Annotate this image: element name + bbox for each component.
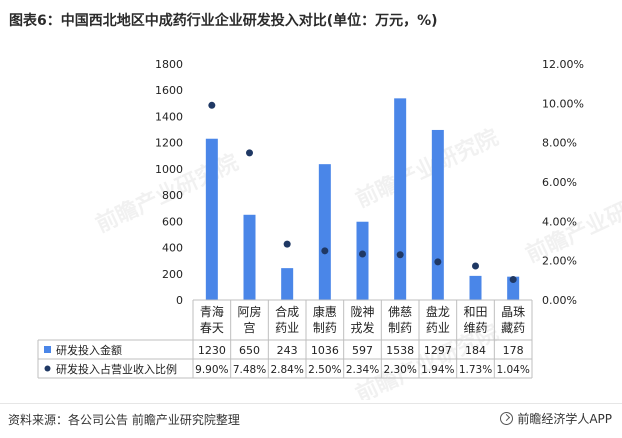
bar [356,221,369,300]
watermark-text: 前瞻产业研究院 [352,124,503,213]
bar [394,98,407,301]
ratio-value-label: 1.94% [421,364,454,376]
chart: 前瞻产业研究院 前瞻产业研究院前瞻产业研究院前瞻产业研究院020040060080… [37,58,622,400]
brand: 前瞻经济学人APP [500,410,612,427]
bar [469,275,482,300]
category-label: 佛慈 [388,304,412,319]
bar [243,214,256,300]
category-label: 藏药 [501,321,525,335]
left-axis-tick-label: 800 [162,189,183,202]
legend-dot-label: 研发投入占营业收入比例 [56,362,177,376]
brand-name: 前瞻经济学人APP [517,412,612,426]
left-axis-tick-label: 200 [162,268,183,281]
ratio-value-label: 2.30% [383,364,416,376]
right-axis-tick-label: 12.00% [542,58,584,71]
category-label: 春天 [200,321,224,335]
ratio-value-label: 1.73% [459,364,492,376]
right-axis-tick-label: 2.00% [542,255,577,268]
legend-bar-swatch [44,346,51,353]
category-label: 戎发 [350,320,374,335]
left-axis-tick-label: 1400 [155,110,183,123]
category-label: 维药 [463,321,487,335]
category-label: 药业 [275,321,299,335]
category-label: 陇神 [350,304,374,319]
scatter-point [208,101,216,109]
left-axis-tick-label: 0 [176,294,183,307]
left-axis-tick-label: 400 [162,242,183,255]
category-label: 宫 [243,320,255,335]
bar-value-label: 243 [277,344,298,357]
category-label: 制药 [313,321,337,335]
left-axis-tick-label: 1600 [155,84,183,97]
bar-value-label: 178 [503,344,524,357]
legend-bar-label: 研发投入金额 [56,343,122,357]
category-label: 晶珠 [501,305,525,319]
scatter-point [246,149,253,157]
category-label: 药业 [426,321,450,335]
ratio-value-label: 1.04% [496,364,529,376]
category-label: 合成 [275,304,299,319]
ratio-value-label: 2.34% [346,364,379,376]
bar [318,164,331,300]
category-label: 制药 [388,321,412,335]
ratio-value-label: 2.50% [308,364,341,376]
category-label: 康惠 [313,304,337,319]
bar-value-label: 1230 [198,344,226,357]
category-label: 青海 [200,304,224,319]
bar [205,138,218,300]
ratio-value-label: 2.84% [270,364,303,376]
left-axis-tick-label: 1800 [155,58,183,71]
bar-value-label: 597 [352,344,373,357]
bar-value-label: 650 [239,344,260,357]
scatter-point [283,240,291,248]
left-axis-tick-label: 1000 [155,163,183,176]
bar-value-label: 1538 [386,344,414,357]
chart-title: 图表6：中国西北地区中成药行业企业研发投入对比(单位：万元，%) [9,13,438,29]
right-axis-tick-label: 4.00% [542,215,577,228]
scatter-point [321,247,329,255]
ratio-value-label: 9.90% [195,364,228,376]
scatter-point [472,262,479,270]
right-axis-tick-label: 10.00% [542,97,584,110]
brand-logo-icon [500,412,514,425]
category-label: 阿房 [237,304,261,319]
ratio-value-label: 7.48% [233,364,266,376]
scatter-point [509,276,517,284]
left-axis-tick-label: 1200 [155,137,183,150]
category-label: 和田 [463,305,487,319]
scatter-point [396,251,404,259]
legend-dot-swatch [44,365,51,372]
bar [431,129,444,300]
scatter-point [359,250,366,258]
left-axis-tick-label: 600 [162,215,183,228]
source-note: 资料来源：各公司公告 前瞻产业研究院整理 [8,413,240,427]
footer-divider [0,403,622,404]
bar [507,276,520,300]
bar [281,268,294,300]
bar-value-label: 184 [465,344,486,357]
right-axis-tick-label: 8.00% [542,137,577,150]
scatter-point [434,258,442,266]
right-axis-tick-label: 0.00% [542,294,577,307]
bar-value-label: 1036 [311,344,339,357]
category-label: 盘龙 [426,304,450,319]
bar-value-label: 1297 [424,344,452,357]
right-axis-tick-label: 6.00% [542,176,577,189]
